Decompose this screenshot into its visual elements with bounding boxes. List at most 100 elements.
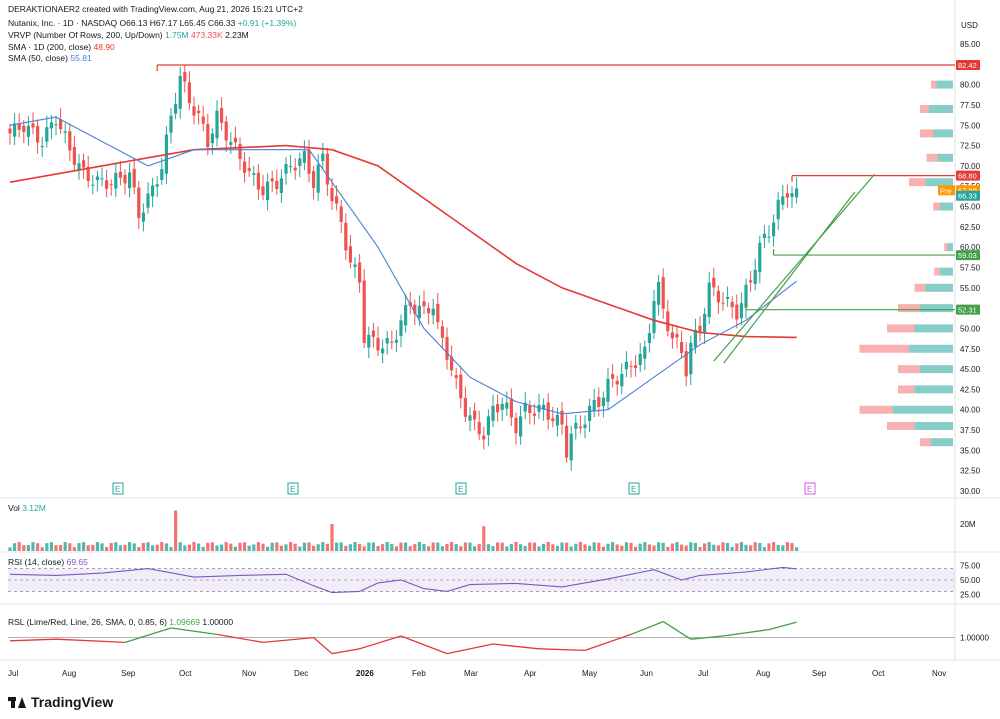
rsl-legend[interactable]: RSL (Lime/Red, Line, 26, SMA, 0, 0.85, 6…: [8, 617, 233, 628]
candle-body: [606, 378, 610, 402]
candle-body: [86, 166, 90, 182]
time-axis-label: Sep: [812, 669, 827, 678]
volume-legend[interactable]: Vol 3.12M: [8, 503, 46, 514]
candle-body: [72, 146, 76, 165]
price-tick-label: 72.50: [960, 142, 981, 151]
volume-bar: [601, 546, 605, 551]
candle-body: [141, 212, 145, 222]
vrvp-total: 2.23M: [225, 30, 249, 40]
candle-body: [601, 397, 605, 407]
candle-body: [325, 153, 329, 185]
time-axis-label: Sep: [121, 669, 136, 678]
tradingview-logo-icon: [8, 696, 26, 708]
volume-bar: [100, 543, 104, 551]
candle-body: [532, 413, 536, 416]
earnings-marker: [628, 482, 640, 495]
rsl-segment: [9, 638, 57, 642]
volume-profile-down-bar: [920, 129, 934, 138]
candle-body: [381, 348, 385, 354]
candle-body: [468, 415, 472, 421]
volume-bar: [17, 542, 21, 551]
vrvp-down: 473.33K: [191, 30, 223, 40]
volume-bar: [500, 542, 504, 551]
candle-body: [528, 406, 532, 413]
candle-body: [197, 110, 201, 114]
volume-profile-down-bar: [944, 243, 948, 252]
rsl-segment: [331, 648, 360, 655]
candle-body: [114, 172, 118, 189]
candle-body: [473, 410, 477, 420]
rsi-tick-label: 50.00: [960, 576, 981, 585]
price-badge: [956, 170, 980, 181]
volume-profile-up-bar: [914, 385, 953, 394]
candle-body: [739, 303, 743, 319]
volume-bar: [749, 545, 753, 551]
sma200-legend[interactable]: SMA · 1D (200, close) 48.90: [8, 42, 115, 53]
time-axis-label: Nov: [242, 669, 256, 678]
candle-body: [353, 264, 357, 268]
candle-body: [620, 373, 624, 387]
candle-body: [399, 320, 403, 337]
price-tick-label: 40.00: [960, 406, 981, 415]
volume-bar: [716, 545, 720, 551]
vrvp-legend[interactable]: VRVP (Number Of Rows, 200, Up/Down) 1.75…: [8, 30, 249, 41]
time-axis-label: Jul: [698, 669, 708, 678]
volume-bar: [109, 543, 113, 551]
volume-bar: [790, 543, 794, 551]
candle-body: [772, 222, 776, 237]
tradingview-logo[interactable]: TradingView: [8, 694, 113, 710]
volume-bar: [63, 542, 67, 551]
volume-bar: [528, 542, 532, 551]
volume-profile-up-bar: [931, 438, 953, 447]
volume-bar: [279, 545, 283, 551]
volume-bar: [762, 547, 766, 551]
symbol-name[interactable]: Nutanix, Inc. · 1D · NASDAQ: [8, 18, 118, 28]
time-axis-label: Apr: [524, 669, 537, 678]
candle-body: [335, 196, 339, 204]
volume-bar: [652, 545, 656, 551]
price-tick-label: 47.50: [960, 345, 981, 354]
price-tick-label: 42.50: [960, 385, 981, 394]
candle-body: [555, 415, 559, 426]
candle-body: [13, 123, 17, 137]
candle-body: [321, 153, 325, 161]
candle-body: [160, 169, 164, 180]
candle-body: [611, 374, 615, 379]
candle-body: [59, 119, 63, 130]
candle-body: [68, 131, 72, 151]
volume-profile-down-bar: [926, 153, 938, 162]
rsl-segment: [262, 636, 314, 644]
volume-bar: [776, 544, 780, 551]
candle-body: [174, 104, 178, 114]
volume-bar: [537, 546, 541, 551]
volume-bar: [565, 542, 569, 551]
volume-bar: [312, 545, 316, 551]
candle-body: [500, 403, 504, 410]
rsl-label: RSL (Lime/Red, Line, 26, SMA, 0, 0.85, 6…: [8, 617, 167, 627]
rsi-legend[interactable]: RSI (14, close) 69.65: [8, 557, 88, 568]
volume-bar: [795, 547, 799, 551]
candle-body: [689, 342, 693, 375]
price-tick-label: 30.00: [960, 487, 981, 496]
time-axis-label: Oct: [872, 669, 885, 678]
candle-body: [652, 300, 656, 333]
sma50-legend[interactable]: SMA (50, close) 55.81: [8, 53, 92, 64]
volume-bar: [183, 545, 187, 551]
rsi-tick-label: 75.00: [960, 562, 981, 571]
volume-bar: [555, 545, 559, 551]
volume-bar: [72, 547, 76, 551]
volume-bar: [137, 547, 141, 551]
sma50-value: 55.81: [70, 53, 92, 63]
volume-bar: [49, 542, 53, 551]
candle-body: [781, 196, 785, 205]
volume-bar: [256, 542, 260, 551]
volume-tick-label: 20M: [960, 520, 976, 529]
sma50-line: [9, 116, 797, 415]
candle-body: [675, 334, 679, 338]
volume-bar: [675, 542, 679, 551]
candle-body: [463, 397, 467, 417]
price-badge-label: 68.80: [958, 172, 977, 181]
volume-profile-up-bar: [933, 129, 953, 138]
volume-bar: [367, 542, 371, 551]
